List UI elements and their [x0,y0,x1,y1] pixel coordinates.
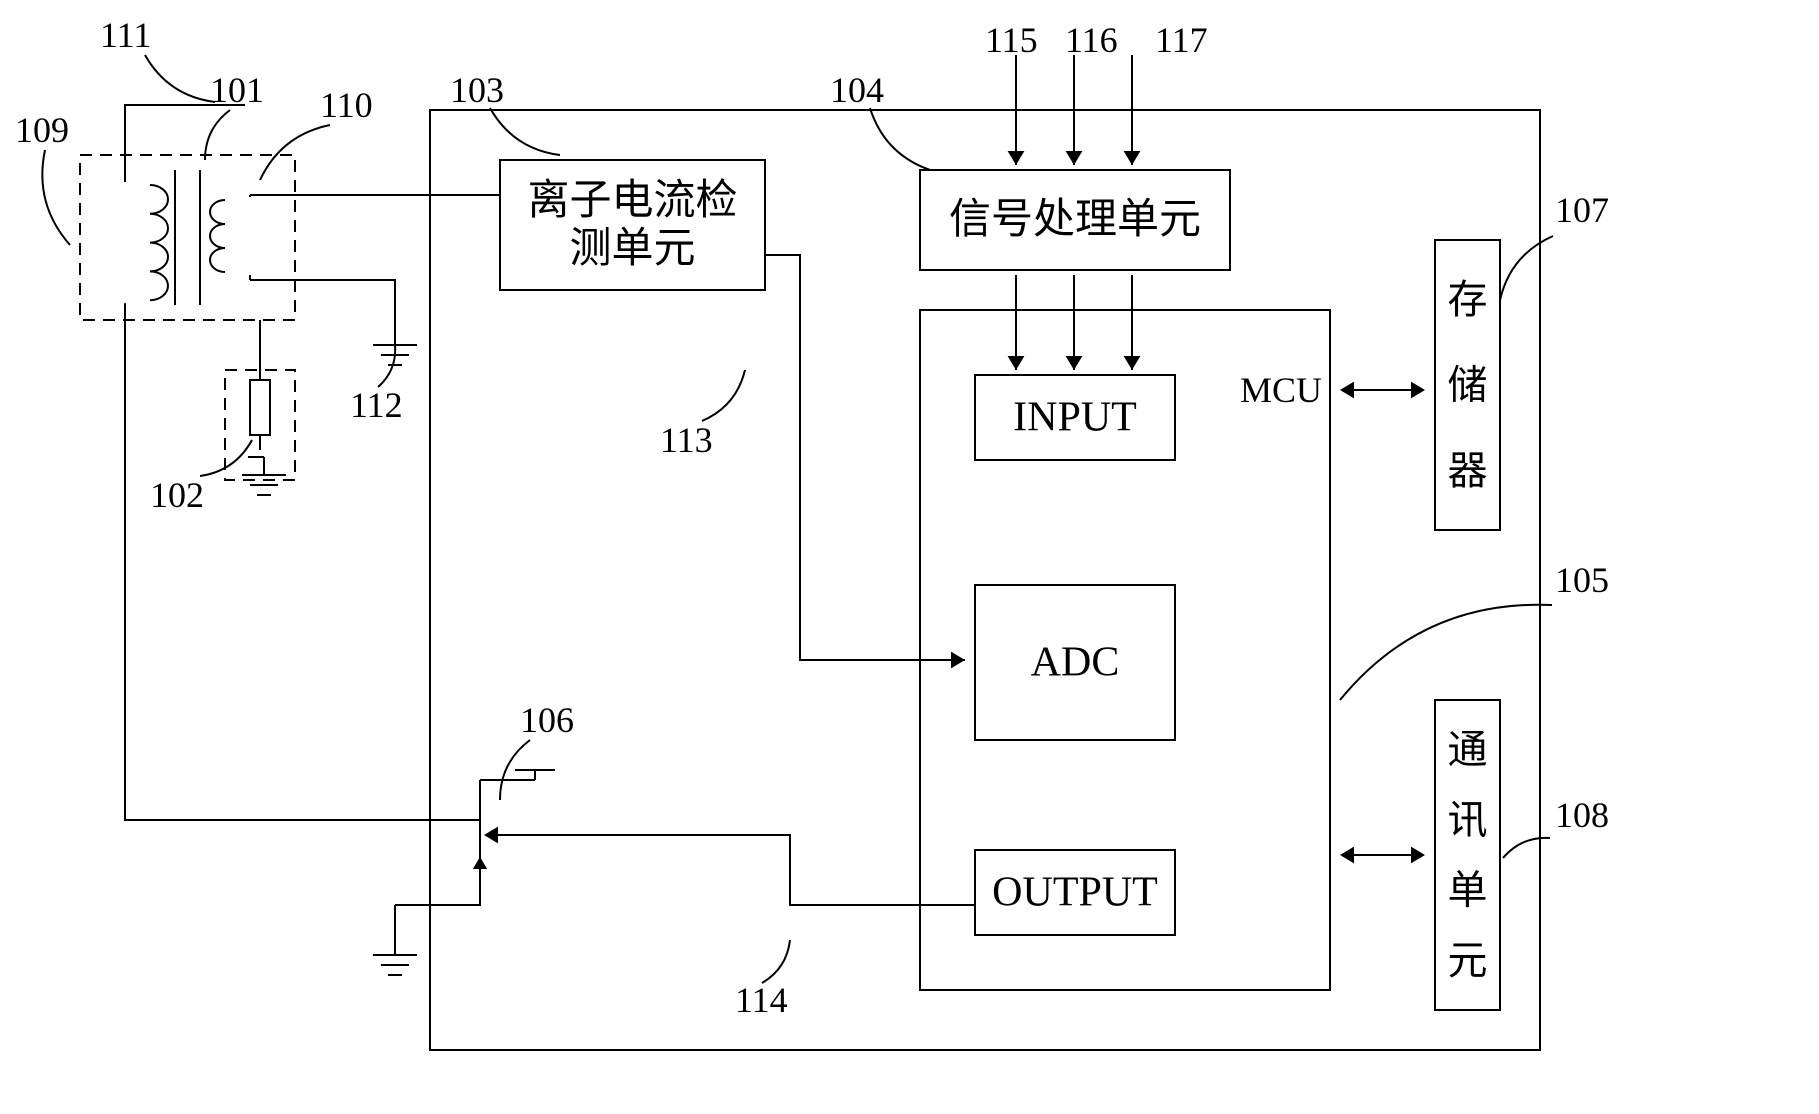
svg-text:116: 116 [1065,20,1118,60]
svg-text:储: 储 [1448,363,1488,408]
svg-text:113: 113 [660,420,713,460]
svg-text:INPUT: INPUT [1013,395,1137,441]
svg-text:108: 108 [1555,795,1609,835]
svg-text:114: 114 [735,980,788,1020]
svg-text:OUTPUT: OUTPUT [992,870,1158,916]
svg-text:117: 117 [1155,20,1208,60]
svg-text:104: 104 [830,70,884,110]
svg-text:讯: 讯 [1448,797,1488,842]
svg-text:测单元: 测单元 [569,226,695,272]
svg-text:器: 器 [1448,448,1488,493]
svg-text:MCU: MCU [1240,370,1322,410]
svg-text:107: 107 [1555,190,1609,230]
svg-text:103: 103 [450,70,504,110]
svg-text:105: 105 [1555,560,1609,600]
svg-text:存: 存 [1448,277,1488,322]
svg-text:单: 单 [1448,868,1488,913]
svg-text:信号处理单元: 信号处理单元 [949,197,1201,243]
svg-text:ADC: ADC [1031,640,1120,686]
svg-text:112: 112 [350,385,403,425]
svg-text:111: 111 [100,15,151,55]
svg-text:106: 106 [520,700,574,740]
svg-text:109: 109 [15,110,69,150]
svg-text:110: 110 [320,85,373,125]
svg-text:115: 115 [985,20,1038,60]
svg-text:离子电流检: 离子电流检 [527,177,737,224]
svg-text:通: 通 [1448,727,1488,772]
svg-text:101: 101 [210,70,264,110]
svg-text:102: 102 [150,475,204,515]
svg-text:元: 元 [1448,938,1488,983]
